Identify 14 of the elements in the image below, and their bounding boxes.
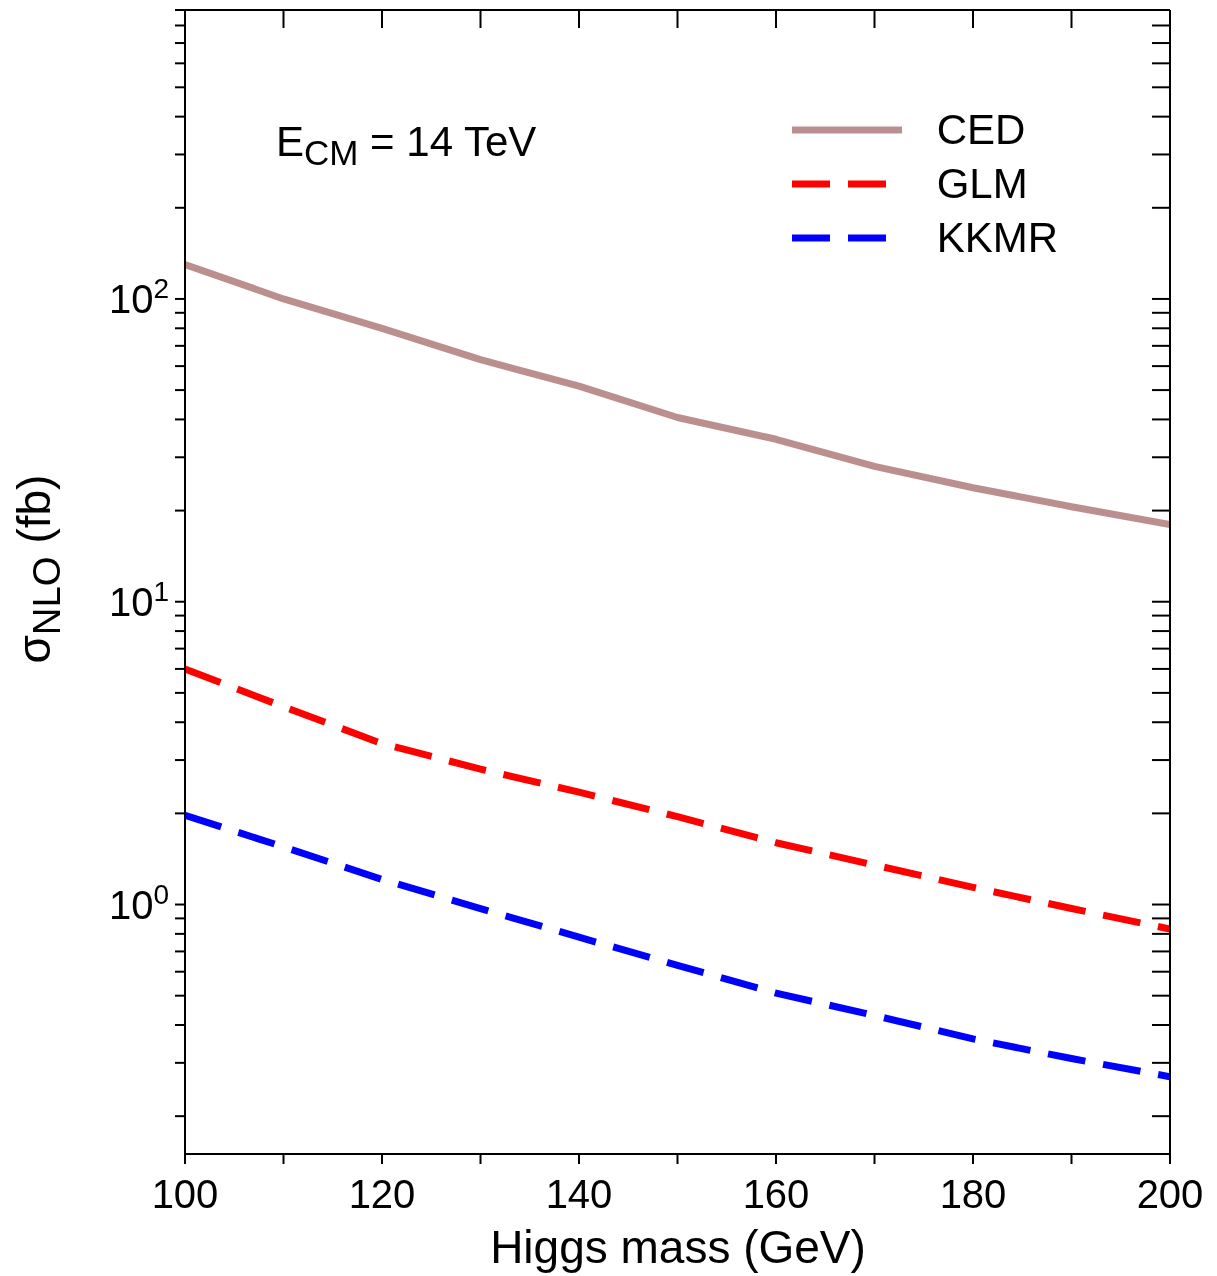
legend-label: CED [936,106,1026,154]
legend-label: GLM [936,160,1028,208]
y-tick-label: 10$^{0}$ [108,878,169,927]
x-tick-label: 200 [1136,1172,1204,1216]
x-tick-label: 120 [348,1172,416,1216]
x-axis-title: Higgs mass (GeV) [489,1220,867,1274]
x-tick-label: 140 [545,1172,613,1216]
annotation: E$_{CM}$ = 14 TeV [276,118,537,174]
x-tick-label: 160 [742,1172,810,1216]
y-tick-label: 10$^{2}$ [108,272,169,321]
x-tick-label: 180 [939,1172,1007,1216]
legend-label: KKMR [936,214,1058,262]
y-tick-label: 10$^{1}$ [108,575,169,624]
x-tick-label: 100 [151,1172,219,1216]
